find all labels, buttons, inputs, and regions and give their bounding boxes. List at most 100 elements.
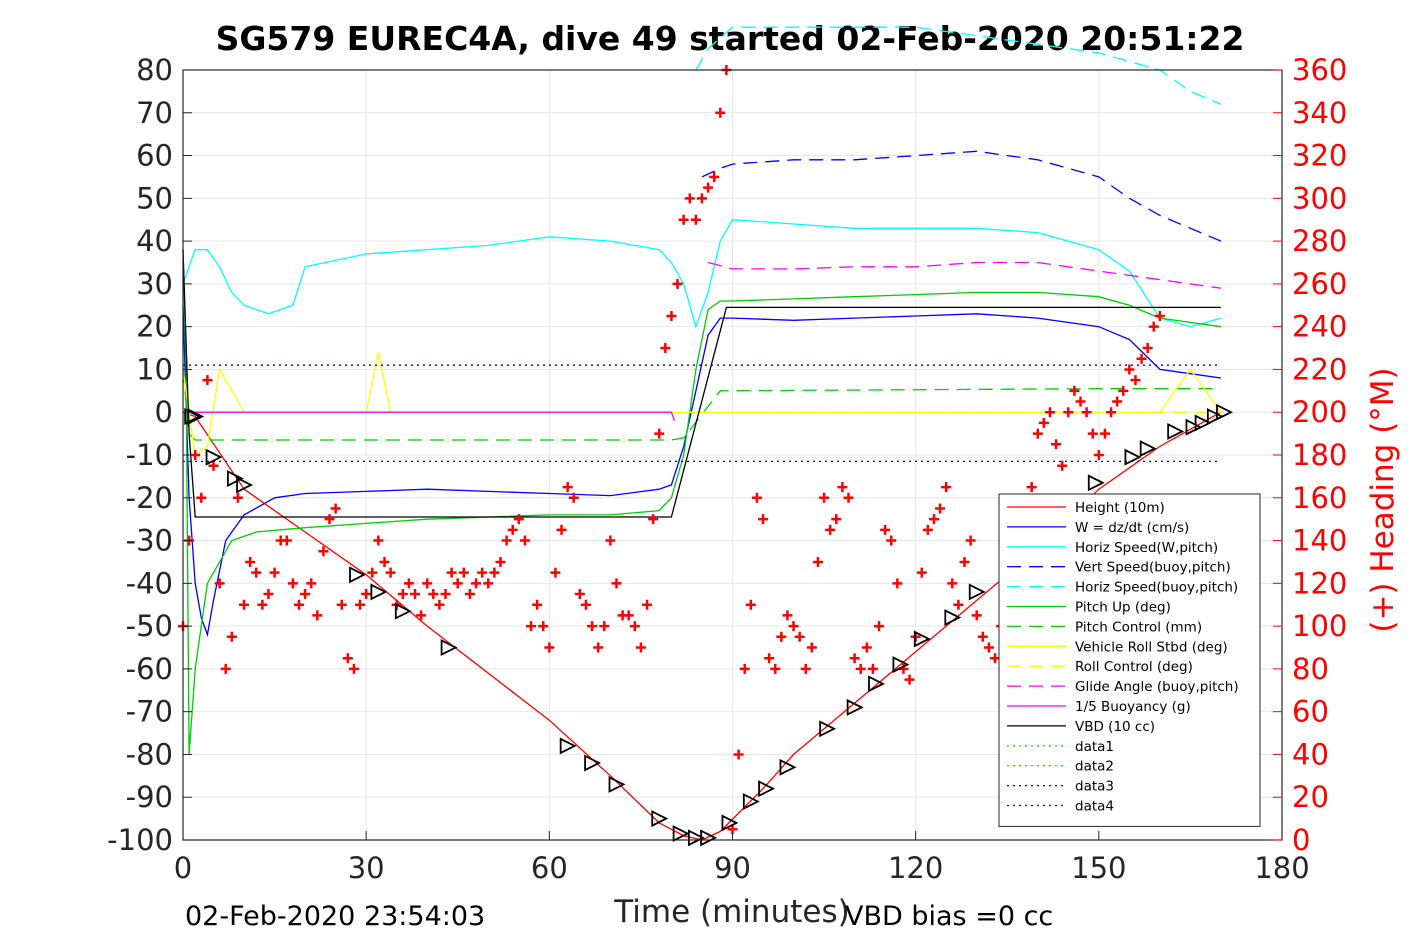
y-tick-label: -70 xyxy=(126,695,173,729)
heading-point xyxy=(635,642,646,653)
heading-point xyxy=(1148,321,1159,332)
heading-point xyxy=(385,567,396,578)
heading-point xyxy=(782,610,793,621)
depth-marker xyxy=(236,476,254,494)
y2-tick-label: 100 xyxy=(1292,609,1347,643)
heading-point xyxy=(739,663,750,674)
heading-point xyxy=(703,182,714,193)
heading-point xyxy=(239,599,250,610)
depth-marker xyxy=(779,758,797,776)
series-line-1 xyxy=(182,305,1221,638)
legend-label: Pitch Up (deg) xyxy=(1075,600,1171,616)
heading-point xyxy=(794,631,805,642)
heading-point xyxy=(300,589,311,600)
heading-point xyxy=(648,514,659,525)
depth-marker xyxy=(1167,423,1185,440)
heading-point xyxy=(605,535,616,546)
heading-point xyxy=(593,642,604,653)
heading-point xyxy=(348,663,359,674)
heading-point xyxy=(330,503,341,514)
heading-point xyxy=(672,278,683,289)
y-tick-label: 40 xyxy=(136,224,173,258)
y2-tick-label: 320 xyxy=(1292,139,1347,173)
heading-point xyxy=(800,663,811,674)
heading-point xyxy=(1130,375,1141,386)
heading-point xyxy=(831,514,842,525)
heading-point xyxy=(580,599,591,610)
depth-marker xyxy=(758,780,776,798)
heading-point xyxy=(642,599,653,610)
footer-vbd-bias: VBD bias =0 cc xyxy=(845,901,1053,932)
heading-point xyxy=(971,610,982,621)
heading-point xyxy=(758,514,769,525)
depth-marker xyxy=(559,737,577,755)
heading-point xyxy=(654,428,665,439)
heading-point xyxy=(513,514,524,525)
heading-point xyxy=(257,599,268,610)
y2-tick-label: 280 xyxy=(1292,224,1347,258)
heading-point xyxy=(312,610,323,621)
y2-tick-label: 160 xyxy=(1292,481,1347,515)
heading-point xyxy=(623,610,634,621)
depth-marker xyxy=(1206,408,1224,425)
depth-marker xyxy=(1185,418,1203,436)
heading-point xyxy=(953,599,964,610)
depth-marker xyxy=(394,602,412,620)
y-tick-label: -10 xyxy=(126,438,173,472)
heading-point xyxy=(886,535,897,546)
y2-tick-label: 260 xyxy=(1292,267,1347,301)
depth-marker xyxy=(205,448,223,466)
heading-point xyxy=(825,524,836,535)
heading-point xyxy=(1093,450,1104,460)
heading-point xyxy=(965,535,976,546)
heading-point xyxy=(544,642,555,653)
heading-point xyxy=(1038,417,1049,428)
y-axis-right: 3603403203002802602402202001801601401201… xyxy=(1273,53,1347,857)
depth-marker xyxy=(226,470,244,487)
heading-point xyxy=(1136,353,1147,364)
heading-point xyxy=(922,524,933,535)
x-axis-label: Time (minutes) xyxy=(613,894,849,930)
depth-marker xyxy=(846,698,864,716)
depth-marker xyxy=(440,639,458,656)
y2-tick-label: 40 xyxy=(1292,737,1329,771)
heading-point xyxy=(361,589,372,600)
heading-point xyxy=(507,524,518,535)
heading-point xyxy=(867,663,878,674)
heading-point xyxy=(501,535,512,546)
x-tick-label: 90 xyxy=(714,851,751,885)
heading-point xyxy=(1075,396,1086,407)
heading-point xyxy=(935,503,946,514)
heading-point xyxy=(483,578,494,589)
heading-point xyxy=(464,589,475,600)
heading-point xyxy=(196,492,207,503)
plot-area xyxy=(178,26,1234,847)
heading-point xyxy=(1069,385,1080,396)
depth-marker xyxy=(819,720,837,738)
heading-point xyxy=(495,556,506,567)
heading-point xyxy=(287,578,298,589)
y-tick-label: -60 xyxy=(126,652,173,686)
legend-box xyxy=(998,493,1261,827)
heading-point xyxy=(983,642,994,653)
heading-point xyxy=(574,589,585,600)
y-tick-label: 0 xyxy=(155,395,173,429)
heading-point xyxy=(745,599,756,610)
chart-title: SG579 EUREC4A, dive 49 started 02-Feb-20… xyxy=(216,19,1245,58)
legend-label: Vert Speed(buoy,pitch) xyxy=(1075,560,1231,576)
heading-point xyxy=(629,621,640,632)
depth-marker xyxy=(349,566,367,584)
y2-tick-label: 240 xyxy=(1292,310,1347,344)
y2-tick-label: 300 xyxy=(1292,181,1347,215)
heading-point xyxy=(519,535,530,546)
heading-point xyxy=(416,610,427,621)
heading-point xyxy=(397,589,408,600)
heading-point xyxy=(1106,407,1117,418)
heading-point xyxy=(880,524,891,535)
heading-point xyxy=(776,631,787,642)
heading-point xyxy=(764,653,775,664)
heading-point xyxy=(855,663,866,674)
heading-point xyxy=(428,589,439,600)
depth-marker xyxy=(608,775,626,793)
